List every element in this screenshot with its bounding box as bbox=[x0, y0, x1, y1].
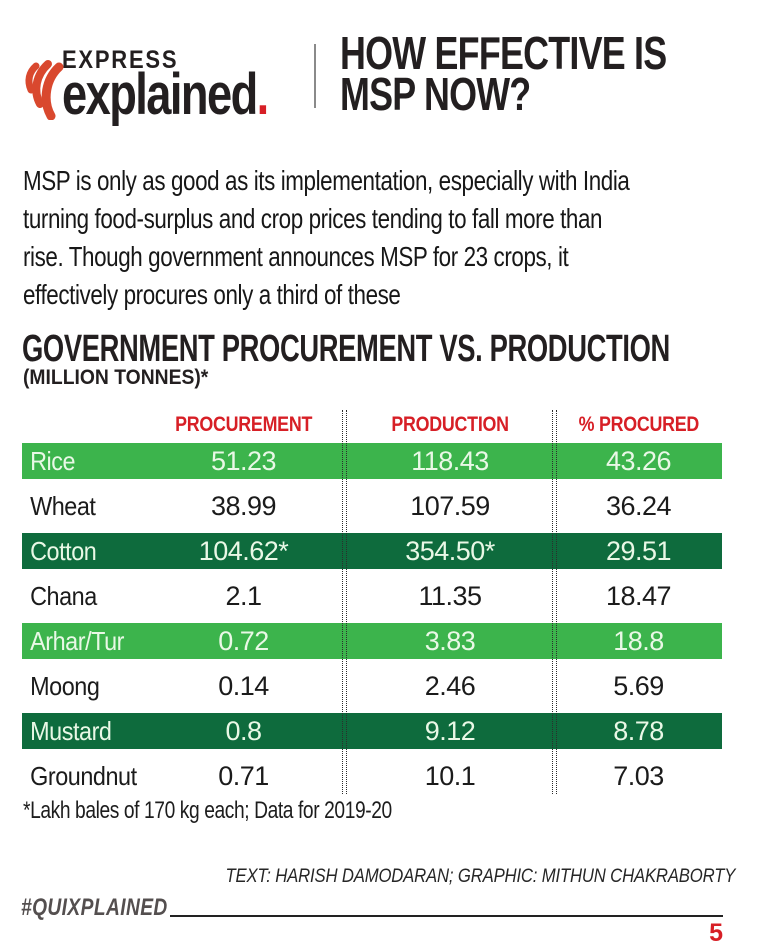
cell-crop: Chana bbox=[30, 580, 97, 611]
headline-line2: MSP NOW? bbox=[340, 68, 531, 120]
footer-rule bbox=[170, 915, 723, 917]
intro-paragraph: MSP is only as good as its implementatio… bbox=[23, 162, 753, 314]
cell-procurement: 0.71 bbox=[218, 760, 269, 791]
cell-procurement: 2.1 bbox=[225, 580, 262, 611]
column-divider-dotted bbox=[342, 410, 347, 794]
table-row: Chana 2.1 11.35 18.47 bbox=[22, 578, 722, 614]
headline-line1: HOW EFFECTIVE IS bbox=[340, 27, 667, 79]
cell-production: 11.35 bbox=[418, 580, 482, 611]
column-header-procurement: PROCUREMENT bbox=[174, 413, 313, 436]
credit-line: TEXT: HARISH DAMODARAN; GRAPHIC: MITHUN … bbox=[225, 866, 735, 887]
cell-production: 107.59 bbox=[410, 490, 490, 521]
cell-production: 3.83 bbox=[424, 625, 476, 656]
brand-explained-word: explained bbox=[62, 62, 258, 127]
cell-crop: Cotton bbox=[30, 535, 97, 566]
cell-production: 10.1 bbox=[424, 760, 476, 791]
section-subtitle: (MILLION TONNES)* bbox=[23, 366, 209, 389]
table-row: Rice 51.23 118.43 43.26 bbox=[22, 443, 722, 479]
cell-procured: 18.47 bbox=[605, 580, 672, 611]
table-row: Cotton 104.62* 354.50* 29.51 bbox=[22, 533, 722, 569]
cell-production: 354.50* bbox=[405, 535, 495, 566]
masthead-divider bbox=[314, 44, 316, 108]
cell-crop: Mustard bbox=[30, 715, 112, 746]
cell-production: 9.12 bbox=[424, 715, 476, 746]
table-row: Mustard 0.8 9.12 8.78 bbox=[22, 713, 722, 749]
cell-procured: 7.03 bbox=[613, 760, 664, 791]
cell-procurement: 0.72 bbox=[218, 625, 269, 656]
column-header-production: PRODUCTION bbox=[391, 413, 509, 436]
brand-explained-label: explained. bbox=[62, 66, 269, 124]
express-flame-icon bbox=[25, 60, 64, 120]
cell-crop: Rice bbox=[30, 445, 76, 476]
column-header-procured: % PROCURED bbox=[578, 413, 699, 436]
brand-express-label: EXPRESS bbox=[62, 46, 179, 74]
cell-crop: Groundnut bbox=[30, 760, 137, 791]
headline: HOW EFFECTIVE IS MSP NOW? bbox=[340, 27, 667, 120]
column-header-crop bbox=[22, 416, 142, 434]
brand-red-dot: . bbox=[256, 62, 270, 127]
table-row: Moong 0.14 2.46 5.69 bbox=[22, 668, 722, 704]
page-number: 5 bbox=[709, 919, 723, 947]
cell-procured: 43.26 bbox=[605, 445, 672, 476]
table-footnote: *Lakh bales of 170 kg each; Data for 201… bbox=[23, 797, 392, 824]
cell-procured: 29.51 bbox=[605, 535, 672, 566]
brand-logo: EXPRESS explained. bbox=[62, 46, 326, 124]
cell-procured: 5.69 bbox=[613, 670, 664, 701]
cell-production: 2.46 bbox=[424, 670, 476, 701]
table-row: Wheat 38.99 107.59 36.24 bbox=[22, 488, 722, 524]
cell-procurement: 38.99 bbox=[210, 490, 277, 521]
intro-line: rise. Though government announces MSP fo… bbox=[23, 241, 569, 272]
cell-procurement: 0.14 bbox=[218, 670, 269, 701]
intro-line: turning food-surplus and crop prices ten… bbox=[23, 203, 603, 234]
section-title: GOVERNMENT PROCUREMENT VS. PRODUCTION bbox=[22, 328, 670, 370]
procurement-table: PROCUREMENT PRODUCTION % PROCURED Rice 5… bbox=[22, 410, 722, 794]
intro-line: effectively procures only a third of the… bbox=[23, 279, 401, 310]
column-divider-dotted bbox=[552, 410, 557, 794]
table-row: Arhar/Tur 0.72 3.83 18.8 bbox=[22, 623, 722, 659]
cell-crop: Arhar/Tur bbox=[30, 625, 125, 656]
cell-procurement: 104.62* bbox=[198, 535, 289, 566]
cell-procured: 36.24 bbox=[605, 490, 672, 521]
cell-crop: Moong bbox=[30, 670, 100, 701]
table-body: Rice 51.23 118.43 43.26 Wheat 38.99 107.… bbox=[22, 443, 722, 794]
cell-procured: 8.78 bbox=[613, 715, 664, 746]
masthead: EXPRESS explained. HOW EFFECTIVE IS MSP … bbox=[0, 0, 759, 140]
intro-line: MSP is only as good as its implementatio… bbox=[23, 165, 630, 196]
hashtag-label: #QUIXPLAINED bbox=[21, 894, 168, 921]
cell-production: 118.43 bbox=[411, 445, 489, 476]
table-header-row: PROCUREMENT PRODUCTION % PROCURED bbox=[22, 410, 722, 440]
cell-procurement: 51.23 bbox=[210, 445, 277, 476]
cell-crop: Wheat bbox=[30, 490, 96, 521]
cell-procurement: 0.8 bbox=[225, 715, 262, 746]
cell-procured: 18.8 bbox=[613, 625, 664, 656]
table-row: Groundnut 0.71 10.1 7.03 bbox=[22, 758, 722, 794]
